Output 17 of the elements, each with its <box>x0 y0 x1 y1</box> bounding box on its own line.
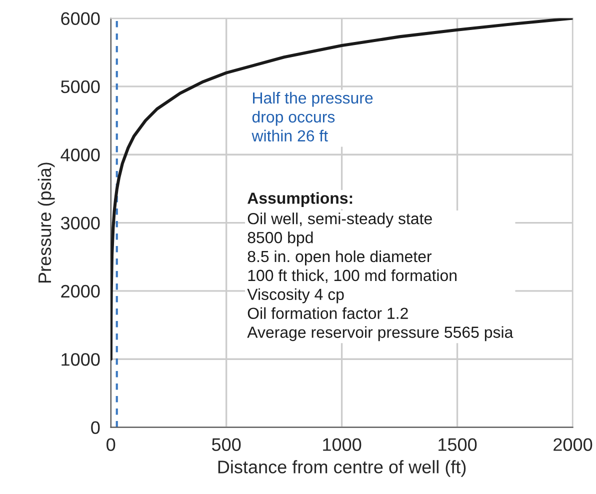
y-tick-label: 1000 <box>62 353 100 366</box>
y-tick-label: 6000 <box>61 12 100 25</box>
y-tick-label: 3000 <box>60 216 100 230</box>
y-tick-label: 4000 <box>60 148 100 162</box>
annotation: Oil well, semi-steady state 8500 bpd 8.5 in. open hole diameter 100 ft thick, 100 md formation Viscosity 4 cp Oil formation factor 1.2 Average reservoir pressure 5565 psia <box>247 212 514 342</box>
y-tick-label: 2000 <box>61 284 100 298</box>
annotation: Assumptions: <box>248 192 352 208</box>
x-axis-title: Distance from centre of well (ft) <box>218 460 466 477</box>
y-tick-label: 5000 <box>61 80 100 94</box>
y-axis-title: Pressure (psia) <box>38 162 55 283</box>
x-tick-label: 2000 <box>554 438 592 451</box>
annotation: Half the pressure drop occurs within 26 ft <box>252 92 373 142</box>
x-tick-label: 500 <box>212 438 241 451</box>
x-tick-label: 1000 <box>323 438 362 451</box>
x-tick-label: 0 <box>106 438 116 451</box>
y-tick-label: 0 <box>91 421 100 434</box>
x-tick-label: 1500 <box>438 438 477 451</box>
